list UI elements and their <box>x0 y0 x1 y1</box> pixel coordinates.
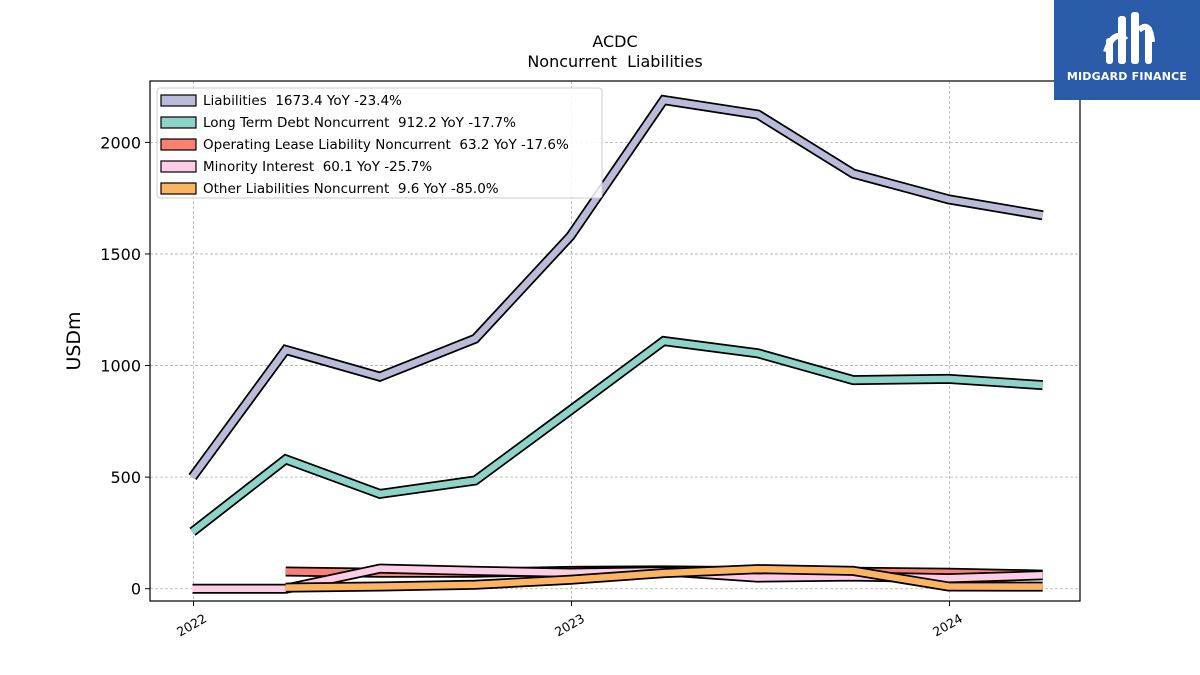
series-line-1 <box>189 96 1044 480</box>
chart-title: ACDC <box>592 32 637 51</box>
y-tick-label: 500 <box>110 468 141 487</box>
legend-swatch <box>160 94 197 107</box>
legend-swatch <box>160 182 197 195</box>
axis-layer: 0 500 1000 1500 2000 2022 2023 2024 <box>100 133 965 639</box>
series-layer <box>188 94 1044 594</box>
logo-mark-icon <box>1103 12 1155 64</box>
legend: Liabilities 1673.4 YoY -23.4% Long Term D… <box>156 87 603 199</box>
legend-label: Operating Lease Liability Noncurrent 63.… <box>203 137 569 153</box>
plot-frame <box>149 80 1081 602</box>
x-tick-label: 2023 <box>552 611 587 640</box>
series-line-5 <box>285 565 1043 591</box>
legend-swatch <box>160 138 197 151</box>
company-logo: MIDGARD FINANCE <box>1054 0 1200 100</box>
logo-text: MIDGARD FINANCE <box>1066 70 1188 83</box>
legend-label: Long Term Debt Noncurrent 912.2 YoY -17.… <box>203 115 516 131</box>
x-tick-label: 2024 <box>930 611 965 640</box>
series-outline-2 <box>189 335 1044 536</box>
y-axis-label: USDm <box>63 311 85 370</box>
chart-subtitle: Noncurrent Liabilities <box>527 52 702 71</box>
legend-box <box>156 87 603 199</box>
legend-swatch <box>160 160 197 173</box>
y-tick-label: 1500 <box>100 245 141 264</box>
y-tick-label: 2000 <box>100 133 141 152</box>
x-tick-label: 2022 <box>174 611 209 640</box>
legend-swatch <box>160 116 197 129</box>
y-tick-label: 0 <box>131 580 141 599</box>
y-tick-label: 1000 <box>100 357 141 376</box>
legend-label: Liabilities 1673.4 YoY -23.4% <box>203 93 402 109</box>
legend-label: Minority Interest 60.1 YoY -25.7% <box>203 159 432 175</box>
series-line-2 <box>190 337 1043 535</box>
legend-label: Other Liabilities Noncurrent 9.6 YoY -85… <box>203 181 499 197</box>
